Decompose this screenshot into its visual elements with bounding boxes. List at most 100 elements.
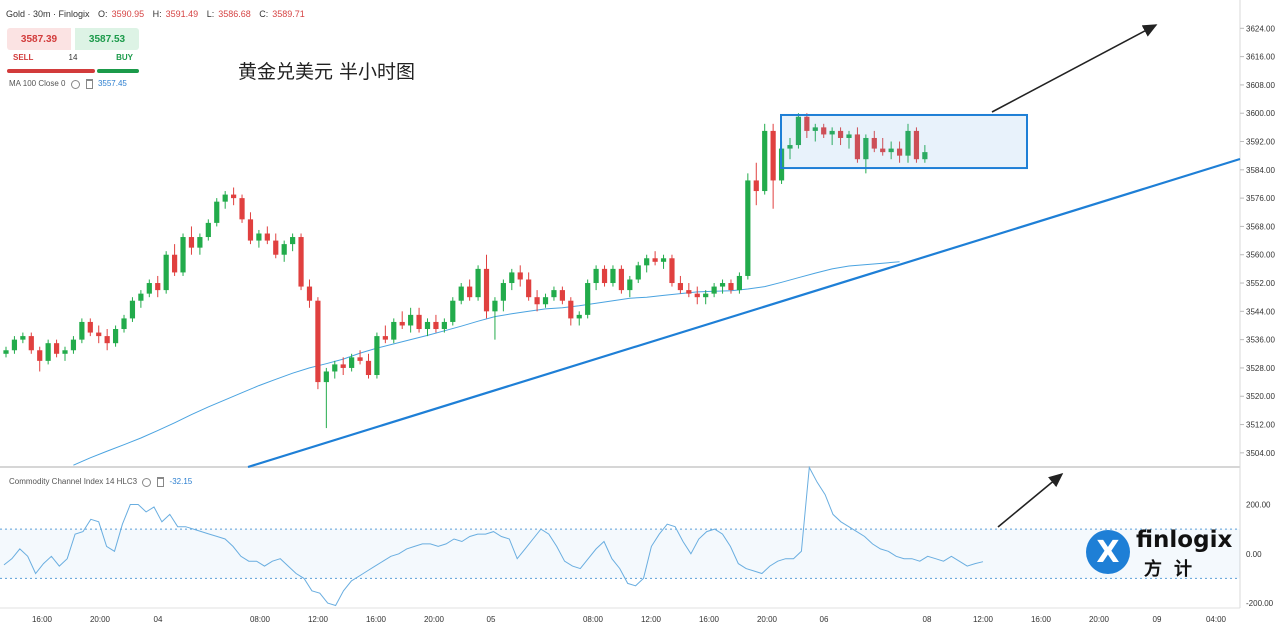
candle-body [155, 283, 161, 291]
price-tick-label: 3568.00 [1246, 222, 1275, 231]
trash-icon[interactable] [85, 79, 93, 89]
candle-body [703, 293, 709, 298]
buy-ratio-bar [97, 69, 139, 73]
candle-body [408, 314, 414, 326]
candle-body [517, 272, 523, 280]
sell-label[interactable]: SELL [13, 53, 34, 62]
price-tick-label: 3560.00 [1246, 251, 1275, 260]
candle-body [121, 318, 127, 330]
candle-body [458, 286, 464, 301]
candle-body [542, 297, 549, 305]
candle-body [172, 254, 178, 273]
ma-label: MA 100 Close 0 [9, 79, 66, 89]
candle-body [188, 237, 195, 248]
candle-body [433, 321, 439, 330]
buy-price-button[interactable]: 3587.53 [75, 28, 139, 50]
candle-body [753, 180, 759, 192]
price-tick-label: 3576.00 [1246, 194, 1275, 203]
time-tick-label: 04 [154, 615, 163, 624]
cci-tick-label: -200.00 [1246, 599, 1274, 608]
candle-body [905, 130, 911, 156]
price-tick-label: 3528.00 [1246, 364, 1275, 373]
candle-body [837, 130, 844, 138]
candle-body [197, 237, 203, 248]
open-label: O: [98, 9, 108, 19]
candle-body [87, 321, 93, 333]
candle-body [694, 293, 700, 298]
candle-body [340, 364, 346, 368]
trade-panel: 3587.39 3587.53 SELL 14 BUY [7, 28, 139, 78]
price-arrow [991, 24, 1158, 113]
logo-word: finlogix [1136, 527, 1233, 553]
candle-body [441, 321, 447, 330]
candle-body [896, 148, 903, 156]
open-value: 3590.95 [111, 9, 145, 19]
candle-body [686, 290, 692, 294]
candle-body [745, 180, 751, 276]
quantity-value[interactable]: 14 [68, 53, 78, 62]
candle-body [711, 286, 717, 294]
cci-legend[interactable]: Commodity Channel Index 14 HLC3 -32.15 [9, 477, 192, 487]
trash-icon[interactable] [157, 477, 165, 487]
candle-body [365, 360, 372, 376]
candle-body [3, 350, 9, 354]
candle-body [391, 321, 397, 340]
candle-body [652, 258, 658, 262]
candle-body [551, 290, 557, 298]
cci-label: Commodity Channel Index 14 HLC3 [9, 477, 138, 487]
candle-body [576, 314, 582, 319]
candle-body [509, 272, 515, 284]
price-tick-label: 3512.00 [1246, 421, 1275, 430]
ma-legend[interactable]: MA 100 Close 0 3557.45 [9, 79, 127, 89]
candle-body [500, 283, 506, 301]
candle-body [526, 279, 532, 298]
eye-icon[interactable] [70, 79, 80, 89]
price-tick-label: 3592.00 [1246, 138, 1275, 147]
candle-body [374, 336, 380, 376]
time-tick-label: 08:00 [583, 615, 604, 624]
candle-body [669, 258, 675, 284]
cci-value: -32.15 [169, 477, 193, 487]
candle-body [28, 336, 34, 351]
candle-body [719, 283, 726, 287]
candle-body [644, 258, 650, 266]
candle-body [888, 148, 894, 153]
trend-line [247, 157, 1241, 469]
low-label: L: [206, 9, 215, 19]
candle-body [256, 233, 262, 241]
eye-icon[interactable] [142, 477, 152, 487]
cci-arrow [997, 472, 1064, 528]
candle-body [770, 130, 776, 181]
candle-body [804, 116, 810, 131]
symbol-name: Gold · 30m · Finlogix [6, 9, 90, 19]
sell-price-button[interactable]: 3587.39 [7, 28, 71, 50]
time-tick-label: 06 [820, 615, 829, 624]
candle-body [163, 254, 169, 291]
cci-tick-label: 200.00 [1246, 501, 1271, 510]
candle-body [585, 283, 591, 315]
candle-body [450, 300, 456, 322]
candle-body [534, 297, 540, 305]
candle-body [306, 286, 313, 301]
candle-body [247, 219, 254, 241]
candle-body [795, 116, 802, 146]
symbol-header: Gold · 30m · Finlogix O: 3590.95 H: 3591.4… [6, 9, 305, 19]
time-tick-label: 16:00 [699, 615, 720, 624]
candle-body [37, 350, 43, 361]
candle-body [559, 290, 565, 301]
cci-line [3, 465, 984, 607]
candle-body [736, 275, 743, 291]
finlogix-logo: X finlogix 方计 [1086, 527, 1232, 580]
candle-body [568, 300, 574, 319]
logo-mark: X [1086, 530, 1130, 574]
candle-body [20, 336, 26, 340]
candle-body [829, 130, 835, 135]
buy-label[interactable]: BUY [116, 53, 133, 62]
candle-body [475, 268, 481, 298]
close-value: 3589.71 [272, 9, 305, 19]
candle-body [349, 357, 355, 368]
candle-body [913, 130, 920, 160]
candle-body [593, 268, 599, 284]
price-tick-label: 3552.00 [1246, 279, 1275, 288]
